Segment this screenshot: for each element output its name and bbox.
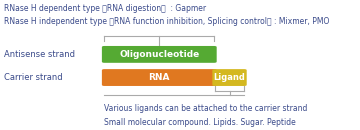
Text: Small molecular compound. Lipids. Sugar. Peptide: Small molecular compound. Lipids. Sugar.… bbox=[104, 118, 296, 127]
FancyBboxPatch shape bbox=[212, 69, 247, 86]
Text: Carrier strand: Carrier strand bbox=[4, 73, 62, 82]
FancyBboxPatch shape bbox=[102, 46, 217, 63]
Text: Various ligands can be attached to the carrier strand: Various ligands can be attached to the c… bbox=[104, 104, 308, 113]
FancyBboxPatch shape bbox=[102, 69, 217, 86]
Text: RNase H dependent type （RNA digestion）  : Gapmer: RNase H dependent type （RNA digestion） :… bbox=[4, 4, 206, 13]
Text: RNase H independent type （RNA function inhibition, Splicing control） : Mixmer, P: RNase H independent type （RNA function i… bbox=[4, 17, 329, 26]
Text: Antisense strand: Antisense strand bbox=[4, 50, 75, 59]
Text: Oligonucleotide: Oligonucleotide bbox=[119, 50, 199, 59]
Text: Ligand: Ligand bbox=[213, 73, 246, 82]
Text: RNA: RNA bbox=[149, 73, 170, 82]
